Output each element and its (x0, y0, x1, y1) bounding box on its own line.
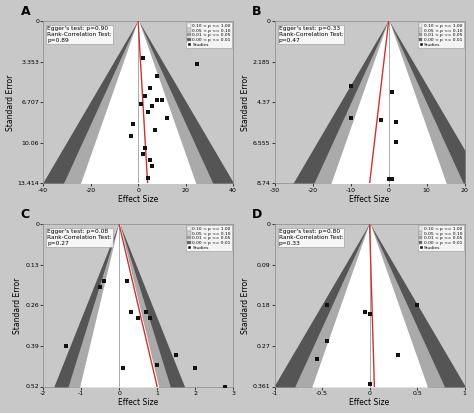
Point (153, 361, 161, 368)
Point (139, 151, 146, 158)
Point (146, 157, 154, 164)
Text: Egger's test: p=0.08
Rank-Correlation Test:
p=0.27: Egger's test: p=0.08 Rank-Correlation Te… (47, 229, 112, 246)
Point (366, 311, 374, 318)
Point (129, 121, 137, 128)
Point (119, 365, 127, 371)
Point (96, 283, 104, 290)
Point (141, 145, 149, 152)
Text: Egger's test: p=0.33
Rank-Correlation Test:
p=0.47: Egger's test: p=0.33 Rank-Correlation Te… (279, 26, 343, 43)
Text: B: B (252, 5, 262, 18)
Y-axis label: Standard Error: Standard Error (13, 277, 22, 334)
Point (127, 133, 135, 140)
Point (392, 118, 400, 125)
Point (413, 302, 421, 309)
Point (141, 93, 149, 100)
Legend: 0.10 < p <= 1.00, 0.05 < p <= 0.10, 0.01 < p <= 0.05, 0.00 < p <= 0.01, Studies: 0.10 < p <= 1.00, 0.05 < p <= 0.10, 0.01… (186, 22, 232, 48)
Point (392, 139, 400, 145)
Point (389, 88, 396, 95)
Point (148, 103, 156, 109)
Point (314, 356, 321, 363)
Point (377, 116, 385, 123)
Point (153, 73, 161, 79)
Point (163, 115, 171, 121)
Y-axis label: Standard Error: Standard Error (241, 74, 250, 131)
Point (194, 60, 201, 67)
Text: C: C (20, 208, 29, 221)
Point (123, 277, 130, 284)
Point (62, 343, 70, 349)
X-axis label: Effect Size: Effect Size (349, 399, 390, 408)
Point (139, 55, 146, 61)
Point (323, 338, 331, 344)
Point (347, 83, 355, 90)
Point (173, 352, 180, 358)
Point (137, 100, 144, 107)
Point (144, 175, 151, 182)
Point (146, 315, 153, 321)
Point (148, 163, 156, 170)
Text: A: A (20, 5, 30, 18)
Point (323, 302, 331, 309)
Legend: 0.10 < p <= 1.00, 0.05 < p <= 0.10, 0.01 < p <= 0.05, 0.00 < p <= 0.01, Studies: 0.10 < p <= 1.00, 0.05 < p <= 0.10, 0.01… (418, 225, 464, 251)
Point (366, 380, 374, 387)
Point (191, 365, 199, 371)
Point (100, 277, 108, 284)
Y-axis label: Standard Error: Standard Error (6, 74, 15, 131)
Point (222, 383, 229, 390)
Point (142, 309, 149, 315)
Point (151, 127, 158, 133)
Text: Egger's test: p=0.90
Rank-Correlation Test:
p=0.89: Egger's test: p=0.90 Rank-Correlation Te… (47, 26, 112, 43)
Point (146, 85, 154, 91)
Y-axis label: Standard Error: Standard Error (241, 277, 250, 334)
Point (389, 176, 396, 182)
Text: D: D (252, 208, 262, 221)
X-axis label: Effect Size: Effect Size (349, 195, 390, 204)
Legend: 0.10 < p <= 1.00, 0.05 < p <= 0.10, 0.01 < p <= 0.05, 0.00 < p <= 0.01, Studies: 0.10 < p <= 1.00, 0.05 < p <= 0.10, 0.01… (186, 225, 232, 251)
Point (385, 176, 392, 182)
Legend: 0.10 < p <= 1.00, 0.05 < p <= 0.10, 0.01 < p <= 0.05, 0.00 < p <= 0.01, Studies: 0.10 < p <= 1.00, 0.05 < p <= 0.10, 0.01… (418, 22, 464, 48)
Point (127, 309, 134, 315)
Point (144, 109, 151, 115)
Point (394, 351, 402, 358)
Point (347, 114, 355, 121)
X-axis label: Effect Size: Effect Size (118, 399, 158, 408)
Point (153, 97, 161, 103)
Point (158, 97, 165, 103)
X-axis label: Effect Size: Effect Size (118, 195, 158, 204)
Point (134, 315, 142, 321)
Point (361, 309, 369, 315)
Text: Egger's test: p=0.80
Rank-Correlation Test:
p=0.33: Egger's test: p=0.80 Rank-Correlation Te… (279, 229, 343, 246)
